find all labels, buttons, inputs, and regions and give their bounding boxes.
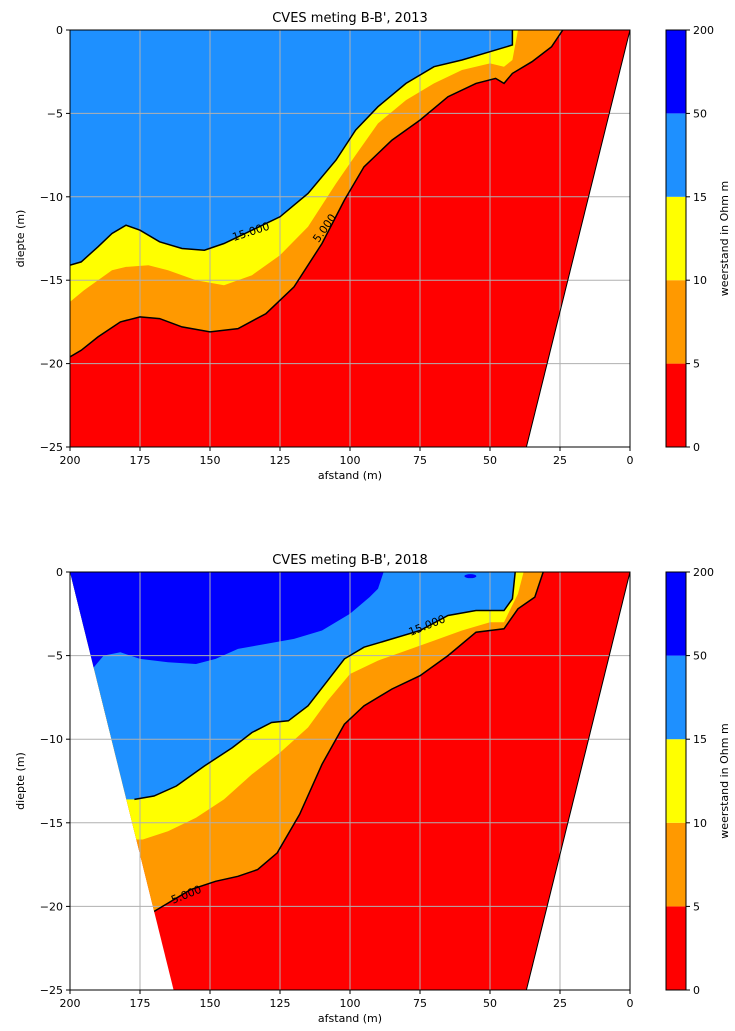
fill-50-200-spot — [464, 574, 477, 579]
colorbar-tick-label: 50 — [693, 107, 707, 120]
y-tick-label: 0 — [56, 566, 63, 579]
x-tick-label: 150 — [200, 454, 221, 467]
y-tick-label: −15 — [40, 274, 63, 287]
x-tick-label: 25 — [553, 454, 567, 467]
colorbar-tick-label: 0 — [693, 984, 700, 997]
x-tick-label: 100 — [340, 454, 361, 467]
y-tick-label: −25 — [40, 441, 63, 454]
colorbar-tick-label: 10 — [693, 274, 707, 287]
grid — [69, 29, 631, 448]
fill-50-200 — [70, 572, 384, 669]
x-tick-label: 125 — [270, 454, 291, 467]
y-tick-label: −15 — [40, 817, 63, 830]
x-tick-label: 175 — [130, 454, 151, 467]
colorbar-tick-label: 0 — [693, 441, 700, 454]
colorbar-segment — [666, 113, 686, 197]
x-tick-label: 200 — [60, 454, 81, 467]
x-tick-label: 75 — [413, 997, 427, 1010]
colorbar-label: weerstand in Ohm m — [718, 723, 731, 838]
y-tick-label: −10 — [40, 191, 63, 204]
colorbar-segment — [666, 363, 686, 447]
colorbar-segment — [666, 30, 686, 114]
contour-line-15 — [134, 572, 516, 801]
x-axis-label: afstand (m) — [318, 1012, 382, 1025]
x-tick-label: 50 — [483, 454, 497, 467]
colorbar-tick-label: 15 — [693, 191, 707, 204]
x-tick-label: 0 — [627, 454, 634, 467]
colorbar-tick-label: 200 — [693, 24, 714, 37]
colorbar: 0 5 10 15 50 200 weerstand in Ohm m — [665, 24, 731, 454]
domain-edge — [525, 571, 631, 991]
y-tick-label: −5 — [47, 650, 63, 663]
contour-line-5 — [70, 30, 564, 358]
colorbar-tick-label: 5 — [693, 900, 700, 913]
y-tick-label: 0 — [56, 24, 63, 37]
chart-title: CVES meting B-B', 2013 — [272, 11, 428, 26]
contour-line-5 — [150, 572, 544, 914]
x-tick-label: 150 — [200, 997, 221, 1010]
colorbar-segment — [666, 655, 686, 740]
colorbar-tick-label: 5 — [693, 358, 700, 371]
colorbar-tick-label: 10 — [693, 817, 707, 830]
y-tick-label: −5 — [47, 107, 63, 120]
x-tick-label: 0 — [627, 997, 634, 1010]
colorbar-label: weerstand in Ohm m — [718, 181, 731, 296]
colorbar-segment — [666, 196, 686, 281]
colorbar-segment — [666, 572, 686, 656]
y-axis-label: diepte (m) — [14, 210, 27, 268]
domain-edge — [525, 29, 631, 448]
colorbar-segment — [666, 280, 686, 364]
x-tick-label: 75 — [413, 454, 427, 467]
fill-15-50 — [70, 30, 513, 266]
y-tick-label: −20 — [40, 358, 63, 371]
colorbar-frame — [665, 29, 687, 448]
contour-line-15 — [70, 30, 514, 266]
x-tick-label: 25 — [553, 997, 567, 1010]
x-tick-label: 125 — [270, 997, 291, 1010]
contour-lines — [134, 572, 544, 914]
y-tick-label: −10 — [40, 733, 63, 746]
colorbar-tick-label: 50 — [693, 650, 707, 663]
x-tick-label: 100 — [340, 997, 361, 1010]
x-tick-label: 50 — [483, 997, 497, 1010]
y-tick-label: −20 — [40, 900, 63, 913]
colorbar-segment — [666, 906, 686, 990]
colorbar-tick-label: 200 — [693, 566, 714, 579]
x-tick-label: 200 — [60, 997, 81, 1010]
y-tick-label: −25 — [40, 984, 63, 997]
colorbar-segment — [666, 739, 686, 823]
chart-title: CVES meting B-B', 2018 — [272, 553, 428, 568]
y-axis-label: diepte (m) — [14, 752, 27, 810]
colorbar-tick-label: 15 — [693, 733, 707, 746]
colorbar-segment — [666, 822, 686, 907]
x-axis-label: afstand (m) — [318, 469, 382, 482]
colorbar-frame — [665, 571, 687, 991]
x-tick-label: 175 — [130, 997, 151, 1010]
colorbar: 0 5 10 15 50 200 weerstand in Ohm m — [665, 566, 731, 997]
contour-lines — [70, 30, 564, 358]
